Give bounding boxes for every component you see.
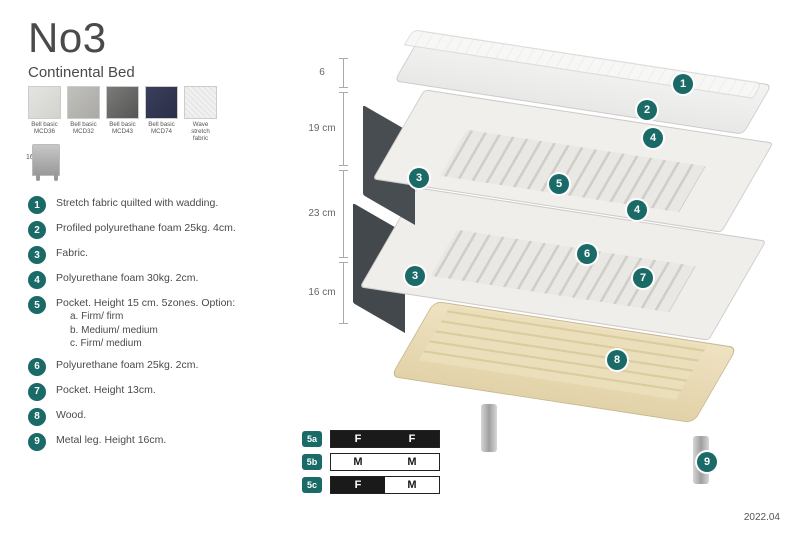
firmness-cell: F (331, 477, 385, 493)
firmness-options: 5aFF5bMM5cFM (302, 430, 440, 499)
swatch-color (184, 86, 217, 119)
layer-row: 4 Polyurethane foam 30kg. 2cm. (28, 271, 288, 289)
firmness-badge: 5b (302, 454, 322, 470)
firmness-cell: M (385, 477, 439, 493)
callout-badge: 9 (697, 452, 717, 472)
swatch-label: Wavestretch fabric (184, 121, 217, 142)
bed-diagram: 619 cm23 cm16 cm 12344536789 (305, 10, 795, 440)
swatch-color (28, 86, 61, 119)
layer-text: Fabric. (56, 246, 88, 260)
swatch: Bell basicMCD32 (67, 86, 100, 142)
layer-badge: 9 (28, 433, 46, 451)
callout-badge: 4 (627, 200, 647, 220)
callout-badge: 5 (549, 174, 569, 194)
layer-legend: 1 Stretch fabric quilted with wadding. 2 Pr… (28, 196, 288, 458)
layer-badge: 5 (28, 296, 46, 314)
callout-badge: 3 (409, 168, 429, 188)
layer-row: 6 Polyurethane foam 25kg. 2cm. (28, 358, 288, 376)
swatch: Bell basicMCD74 (145, 86, 178, 142)
product-subtitle: Continental Bed (28, 64, 135, 81)
layer-text: Pocket. Height 13cm. (56, 383, 156, 397)
layer-badge: 4 (28, 271, 46, 289)
swatch-color (145, 86, 178, 119)
product-title: No3 (28, 14, 135, 62)
layer-row: 7 Pocket. Height 13cm. (28, 383, 288, 401)
layer-text: Stretch fabric quilted with wadding. (56, 196, 218, 210)
layer-row: 8 Wood. (28, 408, 288, 426)
layer-sub: a. Firm/ firm (56, 310, 235, 324)
layer-badge: 8 (28, 408, 46, 426)
dimension: 6 (305, 58, 339, 88)
swatch-label: Bell basicMCD74 (145, 121, 178, 135)
swatch-label: Bell basicMCD43 (106, 121, 139, 135)
swatch: Bell basicMCD36 (28, 86, 61, 142)
layer-text: Polyurethane foam 30kg. 2cm. (56, 271, 198, 285)
callout-badge: 6 (577, 244, 597, 264)
firmness-box: MM (330, 453, 440, 471)
swatch-color (106, 86, 139, 119)
layer-text: Pocket. Height 15 cm. 5zones. Option:a. … (56, 296, 235, 351)
layer-row: 2 Profiled polyurethane foam 25kg. 4cm. (28, 221, 288, 239)
layer-badge: 2 (28, 221, 46, 239)
layer-sub: c. Firm/ medium (56, 337, 235, 351)
layer-badge: 7 (28, 383, 46, 401)
firmness-row: 5b MM (302, 453, 440, 471)
callout-badge: 1 (673, 74, 693, 94)
layer-text: Profiled polyurethane foam 25kg. 4cm. (56, 221, 236, 235)
firmness-cell: M (331, 454, 385, 470)
callout-badge: 3 (405, 266, 425, 286)
layer-badge: 6 (28, 358, 46, 376)
bed-illustration: 12344536789 (353, 38, 783, 418)
header: No3 Continental Bed (28, 14, 135, 81)
callout-badge: 7 (633, 268, 653, 288)
firmness-box: FM (330, 476, 440, 494)
leg-thumb-icon (32, 144, 60, 176)
callout-badge: 2 (637, 100, 657, 120)
layer-row: 3 Fabric. (28, 246, 288, 264)
fabric-swatches: Bell basicMCD36 Bell basicMCD32 Bell bas… (28, 86, 217, 142)
swatch-label: Bell basicMCD32 (67, 121, 100, 135)
layer-sub: b. Medium/ medium (56, 324, 235, 338)
dimension-label: 23 cm (305, 208, 339, 219)
layer-text: Polyurethane foam 25kg. 2cm. (56, 358, 198, 372)
dimension-label: 16 cm (305, 287, 339, 298)
firmness-cell: M (385, 454, 439, 470)
swatch: Bell basicMCD43 (106, 86, 139, 142)
swatch: Wavestretch fabric (184, 86, 217, 142)
layer-badge: 3 (28, 246, 46, 264)
layer-text: Wood. (56, 408, 86, 422)
date-code: 2022.04 (744, 512, 780, 523)
layer-badge: 1 (28, 196, 46, 214)
callout-badge: 8 (607, 350, 627, 370)
layer-text: Metal leg. Height 16cm. (56, 433, 166, 447)
leg-thumb: 16 (28, 144, 64, 176)
dimension-label: 19 cm (305, 123, 339, 134)
dimension-label: 6 (305, 67, 339, 78)
dimension: 16 cm (305, 262, 339, 324)
metal-leg (481, 404, 497, 452)
layer-row: 1 Stretch fabric quilted with wadding. (28, 196, 288, 214)
dimension: 23 cm (305, 170, 339, 258)
callout-badge: 4 (643, 128, 663, 148)
layer-row: 5 Pocket. Height 15 cm. 5zones. Option:a.… (28, 296, 288, 351)
firmness-badge: 5c (302, 477, 322, 493)
swatch-color (67, 86, 100, 119)
layer-row: 9 Metal leg. Height 16cm. (28, 433, 288, 451)
dimension: 19 cm (305, 92, 339, 166)
firmness-row: 5c FM (302, 476, 440, 494)
swatch-label: Bell basicMCD36 (28, 121, 61, 135)
